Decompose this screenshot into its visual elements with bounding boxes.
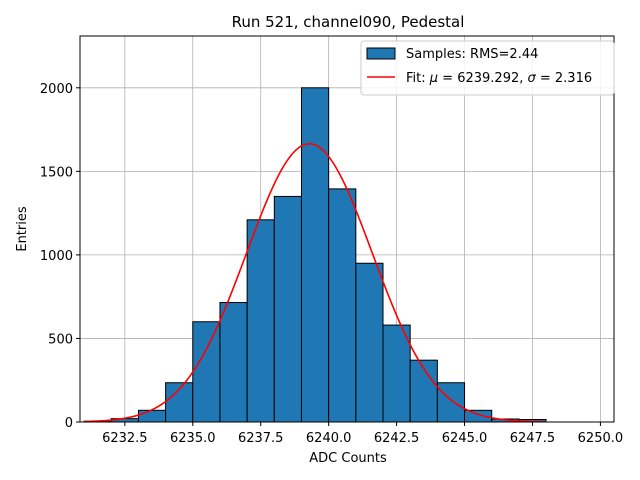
y-axis-ticks: 0 500 1000 1500 2000 [40, 82, 80, 431]
legend-fit-mu-value: = 6239.292, [438, 71, 527, 86]
histogram-bar-7 [273, 195, 302, 423]
histogram-bar-10 [355, 262, 384, 423]
legend-samples-prefix: Samples: [406, 47, 470, 62]
legend-fit-mu-symbol: μ [429, 71, 438, 86]
x-tick-label-3: 6240.0 [306, 431, 352, 446]
x-tick-label-6: 6247.5 [510, 431, 556, 446]
x-tick-label-5: 6245.0 [442, 431, 488, 446]
legend: Samples: RMS=2.44 Fit: μ = 6239.292, σ =… [360, 40, 615, 96]
histogram-bar-2 [137, 409, 167, 423]
y-tick-label-1: 500 [48, 332, 73, 347]
legend-samples-rms: RMS=2.44 [470, 47, 538, 62]
histogram-bar-11 [382, 324, 411, 423]
legend-fit-label: Fit: μ = 6239.292, σ = 2.316 [406, 71, 592, 86]
x-tick-label-0: 6232.5 [102, 431, 148, 446]
x-axis-ticks: 6232.5 6235.0 6237.5 6240.0 6242.5 6245.0 6247… [102, 422, 623, 446]
y-axis-label: Entries [15, 206, 30, 252]
histogram-bar-13 [436, 382, 466, 423]
x-tick-label-4: 6242.5 [374, 431, 420, 446]
y-tick-label-2: 1000 [40, 249, 73, 264]
axes-frame [79, 35, 615, 423]
legend-fit-sigma-symbol: σ [528, 71, 537, 86]
legend-samples-label: Samples: RMS=2.44 [406, 47, 538, 62]
x-tick-label-2: 6237.5 [238, 431, 284, 446]
histogram-bar-6 [246, 219, 275, 423]
legend-samples-swatch [366, 47, 396, 60]
legend-box [360, 40, 615, 96]
histogram-bar-8 [300, 87, 330, 423]
x-axis-label: ADC Counts [309, 451, 387, 466]
histogram-bar-9 [328, 188, 357, 423]
histogram-bar-5 [219, 302, 248, 423]
legend-fit-prefix: Fit: [406, 71, 430, 86]
chart-title: Run 521, channel090, Pedestal [232, 13, 465, 31]
y-tick-label-3: 1500 [40, 165, 73, 180]
x-tick-label-1: 6235.0 [170, 431, 216, 446]
legend-fit-sigma-value: = 2.316 [536, 71, 592, 86]
x-tick-label-7: 6250.0 [578, 431, 624, 446]
gaussian-fit-curve [84, 142, 547, 423]
y-tick-label-4: 2000 [40, 82, 73, 97]
histogram-bars [83, 87, 547, 423]
histogram-bar-4 [192, 321, 221, 423]
y-tick-label-0: 0 [65, 416, 73, 431]
